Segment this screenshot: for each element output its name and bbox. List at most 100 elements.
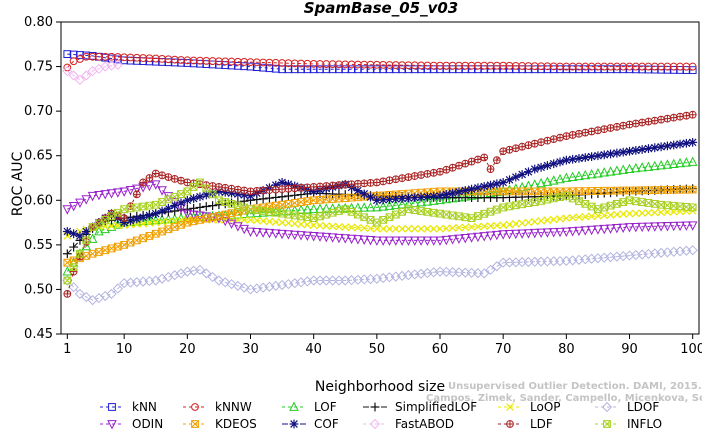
- data-point-cof: [479, 182, 489, 191]
- legend-marker: [289, 419, 299, 429]
- data-point-cof: [618, 147, 628, 157]
- data-point-ldf: [120, 214, 128, 222]
- data-point-odin: [517, 229, 527, 239]
- data-point-cof: [189, 194, 199, 203]
- data-point-cof: [284, 179, 293, 189]
- data-point-loop: [101, 222, 110, 231]
- data-point-loop: [107, 222, 116, 230]
- data-point-inflo: [120, 205, 129, 214]
- data-point-ldf: [215, 183, 223, 191]
- data-point-odin: [378, 236, 388, 246]
- data-point-ldf: [537, 138, 545, 146]
- data-point-lof: [321, 203, 332, 213]
- legend-item-loop: LoOP: [498, 400, 561, 414]
- data-point-kdeos: [113, 242, 122, 251]
- legend-marker: [108, 403, 116, 411]
- data-point-odin: [277, 229, 287, 240]
- data-point-inflo: [499, 203, 508, 212]
- legend-item-knnw: kNNW: [183, 400, 252, 414]
- data-point-simplifiedlof: [271, 193, 281, 202]
- data-point-odin: [586, 225, 597, 236]
- data-point-odin: [492, 230, 502, 241]
- data-point-loop: [158, 218, 166, 226]
- legend-label: LOF: [314, 400, 337, 414]
- data-point-cof: [372, 195, 382, 205]
- data-point-odin: [365, 236, 376, 246]
- data-point-ldf: [676, 113, 684, 121]
- data-point-lof: [397, 199, 407, 209]
- data-point-cof: [410, 193, 420, 203]
- data-point-cof: [681, 138, 691, 148]
- data-point-ldof: [207, 271, 218, 283]
- data-point-ldof: [485, 264, 496, 275]
- data-point-loop: [341, 223, 350, 231]
- data-point-ldf: [234, 186, 242, 193]
- data-point-lof: [308, 203, 319, 214]
- data-point-loop: [442, 224, 451, 233]
- data-point-loop: [114, 221, 122, 230]
- data-point-ldf: [240, 187, 248, 194]
- data-point-ldf: [146, 174, 153, 182]
- data-point-loop: [486, 222, 495, 230]
- data-point-loop: [410, 224, 419, 233]
- data-point-lof: [226, 209, 237, 219]
- data-point-lof: [435, 194, 445, 205]
- legend-item-lof: LOF: [282, 400, 337, 414]
- data-point-odin: [75, 198, 85, 209]
- data-point-cof: [239, 190, 249, 200]
- data-point-kdeos: [101, 246, 110, 255]
- data-point-odin: [466, 233, 477, 243]
- data-point-loop: [663, 208, 672, 216]
- data-point-odin: [416, 236, 426, 246]
- data-point-cof: [429, 191, 439, 201]
- data-point-ldf: [152, 170, 160, 177]
- data-point-inflo: [537, 196, 545, 205]
- data-point-inflo: [151, 200, 160, 209]
- data-point-loop: [278, 218, 286, 227]
- data-point-simplifiedlof: [195, 203, 205, 212]
- data-point-ldf: [632, 120, 640, 127]
- legend-label: kNNW: [215, 400, 252, 414]
- data-point-ldf: [493, 156, 501, 164]
- data-point-cof: [612, 148, 622, 158]
- data-point-ldf: [316, 183, 324, 190]
- data-point-kdeos: [126, 238, 135, 247]
- data-point-odin: [346, 234, 357, 245]
- data-point-loop: [461, 223, 470, 232]
- data-point-cof: [650, 143, 660, 153]
- data-point-odin: [100, 190, 111, 200]
- series-knnw: [63, 52, 697, 72]
- data-point-loop: [530, 217, 539, 226]
- data-point-cof: [593, 151, 603, 161]
- data-point-loop: [587, 212, 596, 221]
- data-point-ldf: [512, 144, 520, 152]
- legend-item-inflo: INFLO: [595, 417, 662, 431]
- data-point-odin: [542, 228, 553, 238]
- data-point-inflo: [101, 215, 110, 224]
- series-cof: [62, 137, 698, 241]
- data-point-lof: [649, 160, 660, 171]
- data-point-knn: [688, 66, 697, 75]
- data-point-inflo: [612, 199, 621, 208]
- data-point-inflo: [480, 209, 489, 218]
- data-point-lof: [637, 162, 647, 172]
- data-point-odin: [233, 222, 243, 232]
- data-point-inflo: [126, 204, 135, 213]
- data-point-loop: [606, 211, 615, 219]
- series-line-ldf: [66, 114, 693, 295]
- data-point-inflo: [644, 199, 653, 207]
- data-point-inflo: [600, 203, 609, 212]
- data-point-loop: [575, 213, 583, 222]
- data-point-odin: [239, 224, 250, 235]
- data-point-odin: [397, 236, 407, 246]
- data-point-inflo: [524, 199, 533, 208]
- data-point-cof: [126, 216, 135, 226]
- data-point-odin: [618, 223, 629, 233]
- data-point-kdeos: [63, 258, 72, 267]
- data-point-kdeos: [151, 229, 160, 238]
- data-point-simplifiedlof: [284, 191, 293, 201]
- y-tick-label: 0.55: [24, 238, 53, 253]
- data-point-cof: [214, 186, 224, 196]
- data-point-odin: [510, 229, 521, 240]
